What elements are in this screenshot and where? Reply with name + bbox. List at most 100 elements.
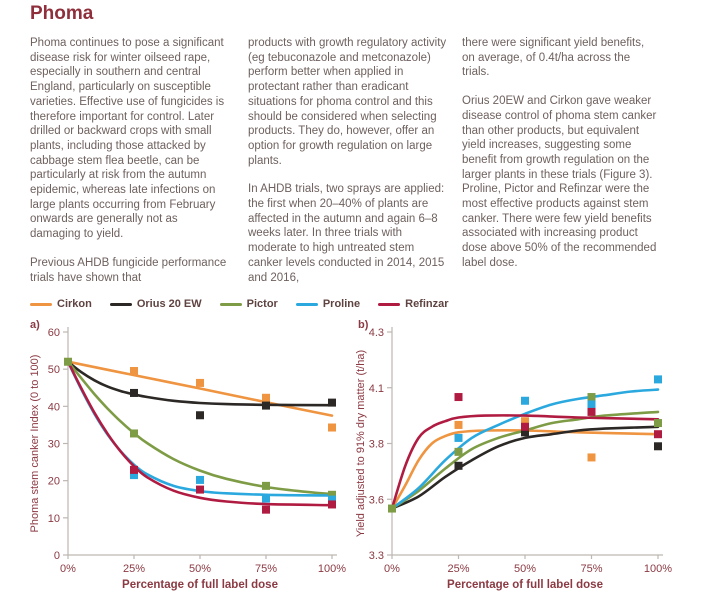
x-tick-label: 50% [514,563,536,575]
x-tick-label: 100% [318,563,346,575]
point-orius-20-ew [654,442,662,451]
legend-item-refinzar: Refinzar [378,298,449,310]
curve-proline [390,388,660,510]
curve-cirkon [390,428,660,510]
curve-orius-20-ew [390,425,660,510]
page-title: Phoma [30,3,94,24]
point-orius-20-ew [521,428,529,437]
chart-legend: Cirkon Orius 20 EW Pictor Proline Refinz… [30,298,449,310]
point-pictor [587,393,596,402]
charts-figure: 0 10 20 30 40 50 60 0% 25% 50% 75% 100% Percentage o… [29,319,672,591]
legend-label: Proline [322,298,361,310]
y-tick-label: 4.3 [369,327,384,339]
panel-label: b) [358,319,369,331]
point-proline [130,471,138,480]
point-proline [521,396,529,405]
x-axis-title: Percentage of full label dose [122,579,278,591]
paragraph: In AHDB trials, two sprays are applied: … [248,183,445,284]
y-tick-label: 3.6 [369,494,384,506]
point-refinzar [196,485,204,494]
point-cirkon [454,420,463,429]
y-tick-label: 20 [48,476,60,488]
point-cirkon [196,378,204,387]
point-orius-20-ew [196,411,204,420]
point-proline [654,375,662,384]
point-refinzar [328,500,336,509]
y-tick-label: 3.8 [369,439,384,451]
point-pictor [654,419,662,428]
point-refinzar [130,465,138,474]
paragraph: Previous AHDB fungicide performance tria… [30,256,227,284]
legend-item-proline: Proline [295,298,361,310]
point-cirkon [262,393,270,402]
point-proline [196,475,204,484]
point-refinzar [521,422,529,431]
x-tick-label: 75% [580,563,602,575]
legend-item-cirkon: Cirkon [30,298,92,310]
y-tick-label: 50 [48,364,60,376]
legend-label: Refinzar [405,298,449,310]
point-proline [262,494,270,503]
x-tick-label: 50% [189,563,211,575]
y-tick-label: 4.1 [369,383,384,395]
x-tick-label: 75% [255,563,277,575]
point-pictor [454,447,463,456]
x-tick-label: 0% [60,563,76,575]
y-axis-title: Phoma stem canker Index (0 to 100) [29,355,41,533]
body-columns: Phoma continues to pose a significant di… [30,36,659,299]
point-proline [328,495,336,504]
paragraph: Orius 20EW and Cirkon gave weaker diseas… [462,95,657,269]
legend-swatch-icon [109,302,132,306]
point-refinzar [587,407,596,416]
legend-label: Pictor [246,298,278,310]
y-tick-label: 40 [48,401,60,413]
point-proline [587,400,596,409]
y-tick-label: 30 [48,439,60,451]
point-refinzar [454,393,463,402]
point-proline [454,433,463,442]
y-tick-label: 60 [48,327,60,339]
legend-swatch-icon [219,302,242,306]
x-tick-label: 25% [447,563,469,575]
paragraph: there were significant yield benefits, o… [462,37,645,79]
point-cirkon [521,417,529,426]
legend-swatch-icon [378,302,401,306]
legend-item-orius-20-ew: Orius 20 EW [109,298,202,310]
point-cirkon [130,367,138,376]
point-pictor [64,357,72,366]
panel-label: a) [30,319,40,331]
y-tick-label: 0 [54,550,60,562]
x-tick-label: 25% [123,563,145,575]
point-pictor [262,481,270,490]
paragraph: Phoma continues to pose a significant di… [30,37,225,241]
legend-swatch-icon [295,302,318,306]
curve-orius-20-ew [66,360,334,407]
legend-label: Orius 20 EW [136,298,202,310]
point-cirkon [587,453,596,462]
point-pictor [388,504,396,513]
x-tick-label: 100% [644,563,672,575]
point-pictor [328,490,336,499]
point-cirkon [328,423,336,432]
point-orius-20-ew [130,388,138,397]
x-axis-title: Percentage of full label dose [447,579,603,591]
text-column-1: Phoma continues to pose a significant di… [30,36,228,299]
curve-refinzar [66,360,334,507]
y-tick-label: 10 [48,513,60,525]
point-orius-20-ew [262,401,270,410]
point-refinzar [654,430,662,439]
point-orius-20-ew [328,398,336,407]
point-pictor [130,429,138,438]
y-tick-label: 3.3 [369,550,384,562]
point-refinzar [262,505,270,514]
legend-swatch-icon [30,302,52,306]
y-axis-title: Yield adjusted to 91% dry matter (t/ha) [355,350,367,537]
text-column-2: products with growth regulatory activity… [248,36,448,299]
curve-refinzar [390,414,660,510]
curve-cirkon [66,360,334,417]
legend-label: Cirkon [57,298,92,310]
text-column-3: there were significant yield benefits, o… [462,36,659,299]
x-tick-label: 0% [384,563,400,575]
legend-item-pictor: Pictor [219,298,278,310]
